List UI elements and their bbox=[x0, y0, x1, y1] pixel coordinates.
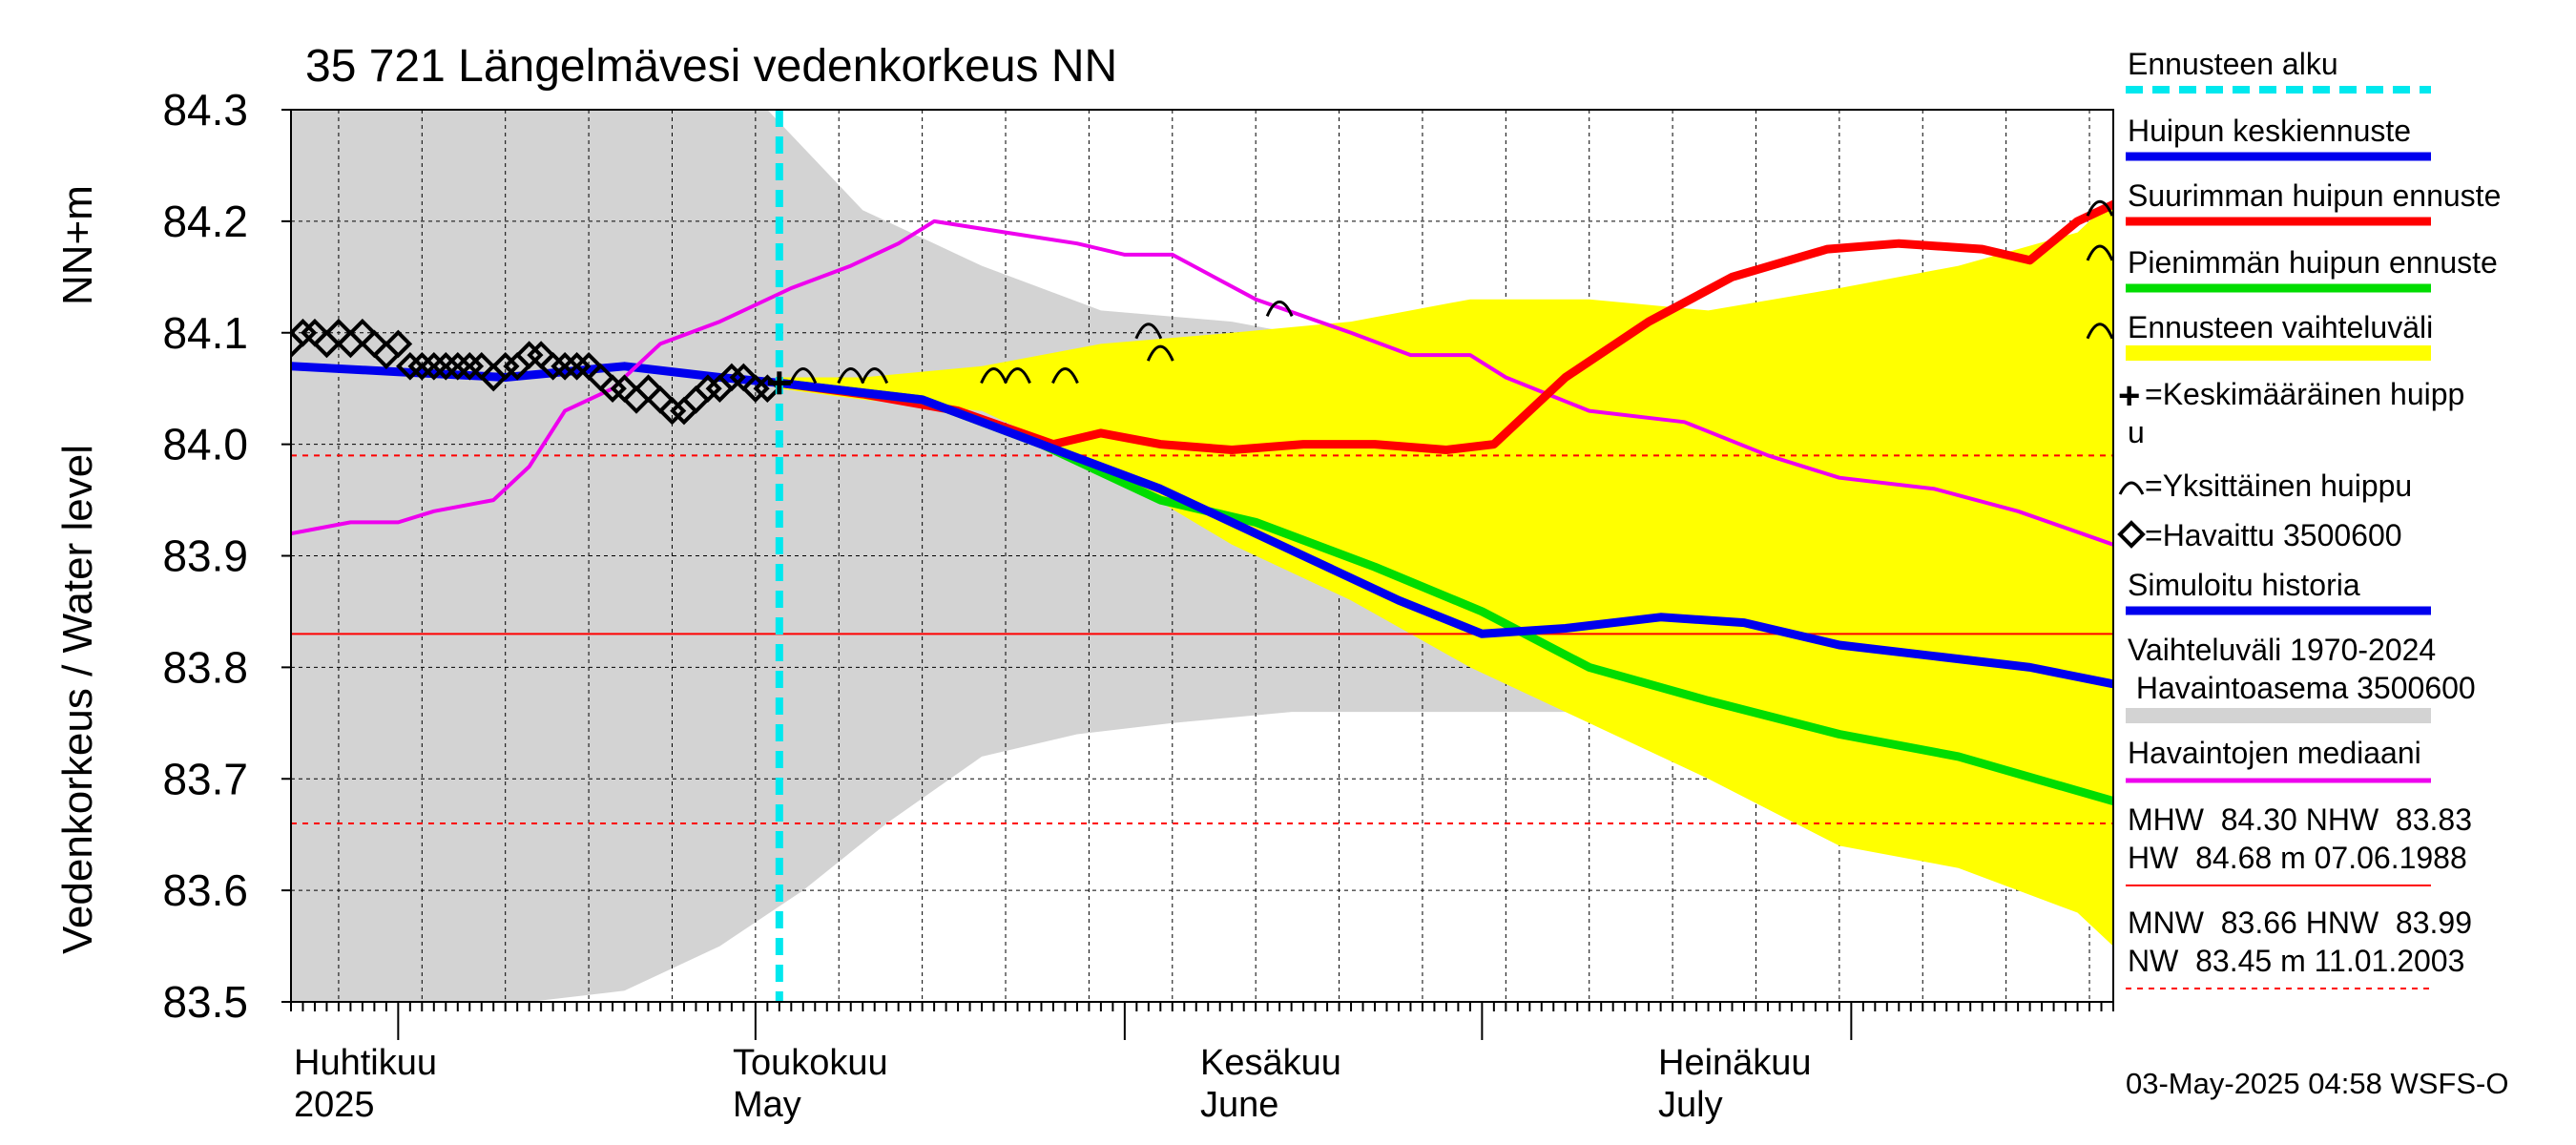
legend-label-median: Havaintojen mediaani bbox=[2128, 736, 2421, 770]
legend-label-single-peak: =Yksittäinen huippu bbox=[2145, 468, 2412, 503]
series-line-simuloitu-historia bbox=[291, 362, 784, 387]
x-label-may: Toukokuu bbox=[733, 1043, 888, 1083]
x-axis-labels: Huhtikuu 2025 Toukokuu May Kesäkuu June … bbox=[294, 1043, 1812, 1125]
single-peak-marker bbox=[1051, 367, 1079, 385]
observed-marker bbox=[514, 341, 544, 369]
single-peak-marker bbox=[1146, 344, 1174, 362]
observed-marker bbox=[490, 351, 520, 381]
single-peak-marker bbox=[1134, 323, 1163, 340]
observed-marker bbox=[407, 351, 437, 381]
observed-marker bbox=[384, 329, 413, 359]
legend-label-mhw: MHW 84.30 NHW 83.83 bbox=[2128, 802, 2472, 837]
legend-swatch-forecast-range bbox=[2126, 345, 2431, 361]
observed-marker bbox=[455, 351, 485, 381]
x-label-april: Huhtikuu bbox=[294, 1043, 437, 1083]
observed-marker bbox=[741, 374, 770, 404]
y-tick-label: 83.8 bbox=[162, 642, 248, 692]
legend-label-hw: HW 84.68 m 07.06.1988 bbox=[2128, 841, 2467, 875]
average-peak-marker bbox=[767, 371, 791, 395]
single-peak-marker bbox=[980, 367, 1008, 385]
y-axis-unit-label: NN+m bbox=[54, 185, 101, 305]
legend-label-history-range: Vaihteluväli 1970-2024 bbox=[2128, 633, 2436, 667]
observed-marker bbox=[598, 374, 627, 404]
observed-marker bbox=[717, 363, 746, 392]
single-peak-marker bbox=[1004, 367, 1031, 385]
x-label-may-en: May bbox=[733, 1085, 801, 1125]
y-tick-label: 83.6 bbox=[162, 865, 248, 915]
legend-label-max-peak: Suurimman huipun ennuste bbox=[2128, 178, 2501, 213]
legend-label-history-station: Havaintoasema 3500600 bbox=[2128, 671, 2476, 705]
legend-label-simulated: Simuloitu historia bbox=[2128, 568, 2360, 602]
series-line-suurimman-huipun-ennuste bbox=[775, 199, 2113, 454]
x-label-july-en: July bbox=[1658, 1085, 1723, 1125]
observed-marker bbox=[396, 351, 425, 381]
observed-marker bbox=[694, 374, 722, 404]
legend-label-observed: =Havaittu 3500600 bbox=[2145, 518, 2402, 552]
single-peak-marker bbox=[2086, 199, 2113, 217]
y-tick-label: 84.0 bbox=[162, 420, 248, 469]
x-tick-marks bbox=[290, 1002, 2114, 1040]
x-label-july: Heinäkuu bbox=[1658, 1043, 1812, 1083]
single-peak-marker bbox=[837, 367, 865, 385]
y-tick-label: 84.1 bbox=[162, 308, 248, 358]
x-label-june: Kesäkuu bbox=[1200, 1043, 1341, 1083]
observed-marker bbox=[443, 351, 472, 381]
y-tick-labels: 84.3 84.2 84.1 84.0 83.9 83.8 83.7 83.6 83.5 bbox=[162, 85, 291, 1027]
chart-title: 35 721 Längelmävesi vedenkorkeus NN bbox=[305, 41, 1117, 92]
observed-marker bbox=[562, 351, 592, 381]
legend-swatch-history-range bbox=[2126, 708, 2431, 723]
series-line-havaintojen-mediaani bbox=[291, 219, 2113, 547]
legend: Ennusteen alku Huipun keskiennuste Suuri… bbox=[2117, 47, 2501, 989]
single-peak-marker bbox=[2086, 323, 2113, 340]
x-label-april-year: 2025 bbox=[294, 1085, 375, 1125]
forecast-range-band bbox=[779, 198, 2113, 947]
observed-marker bbox=[419, 351, 448, 381]
series-line-huipun-keskiennuste bbox=[775, 378, 2113, 689]
single-peak-marker bbox=[1265, 300, 1294, 317]
y-tick-label: 83.9 bbox=[162, 531, 248, 581]
single-peak-marker bbox=[861, 367, 889, 385]
legend-arc-icon bbox=[2118, 481, 2145, 495]
legend-label-mnw: MNW 83.66 HNW 83.99 bbox=[2128, 906, 2472, 940]
legend-label-mean-peak: Huipun keskiennuste bbox=[2128, 114, 2411, 148]
single-peak-marker bbox=[2086, 244, 2113, 261]
observed-marker bbox=[551, 351, 579, 381]
x-label-june-en: June bbox=[1200, 1085, 1278, 1125]
y-tick-label: 84.2 bbox=[162, 197, 248, 246]
single-peak-markers bbox=[789, 199, 2113, 385]
legend-label-avg-peak-cont: u bbox=[2128, 415, 2145, 449]
observed-markers bbox=[291, 318, 782, 426]
legend-label-avg-peak: =Keskimääräinen huipp bbox=[2145, 377, 2464, 411]
series-lines bbox=[291, 199, 2113, 806]
legend-label-min-peak: Pienimmän huipun ennuste bbox=[2128, 245, 2498, 280]
legend-label-nw: NW 83.45 m 11.01.2003 bbox=[2128, 944, 2464, 978]
observed-marker bbox=[657, 396, 687, 426]
y-axis-label: Vedenkorkeus / Water level bbox=[54, 445, 101, 954]
observed-marker bbox=[538, 351, 568, 381]
legend-diamond-icon bbox=[2117, 520, 2146, 549]
y-tick-label: 84.3 bbox=[162, 85, 248, 135]
observed-marker bbox=[431, 351, 461, 381]
y-tick-label: 83.7 bbox=[162, 754, 248, 803]
footer-timestamp: 03-May-2025 04:58 WSFS-O bbox=[2126, 1067, 2508, 1100]
y-tick-label: 83.5 bbox=[162, 977, 248, 1027]
observed-marker bbox=[291, 318, 318, 347]
legend-label-forecast-range: Ennusteen vaihteluväli bbox=[2128, 310, 2433, 344]
legend-label-forecast-start: Ennusteen alku bbox=[2128, 47, 2338, 81]
legend-plus-icon: + bbox=[2118, 375, 2140, 417]
single-peak-marker bbox=[789, 367, 818, 385]
